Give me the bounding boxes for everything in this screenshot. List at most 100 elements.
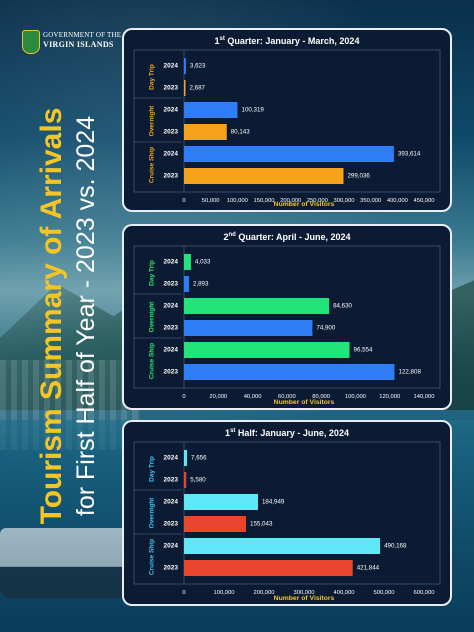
bar <box>184 124 227 140</box>
bar <box>184 342 350 358</box>
year-label: 2024 <box>164 499 179 506</box>
year-label: 2023 <box>164 369 179 376</box>
data-label: 3,623 <box>190 63 206 70</box>
year-label: 2024 <box>164 259 179 266</box>
bar <box>184 254 191 270</box>
plot-frame <box>133 49 441 193</box>
coat-of-arms-icon <box>22 30 40 54</box>
group-label: Overnight <box>149 497 156 529</box>
group-label: Day Trip <box>149 456 156 482</box>
bar <box>184 472 187 488</box>
year-label: 2024 <box>164 543 179 550</box>
bar <box>184 516 247 532</box>
x-tick-label: 300,000 <box>294 590 315 596</box>
x-tick-label: 500,000 <box>374 590 395 596</box>
chart-title: 1st Quarter: January - March, 2024 <box>214 36 360 46</box>
x-axis-label: Number of Visitors <box>274 201 335 208</box>
logo-line1: GOVERNMENT OF THE <box>43 31 122 39</box>
data-label: 2,893 <box>193 281 209 288</box>
x-tick-label: 120,000 <box>379 394 400 400</box>
bar <box>184 494 258 510</box>
x-tick-label: 200,000 <box>280 198 301 204</box>
group-label: Cruise Ship <box>149 539 156 575</box>
x-tick-label: 0 <box>182 198 185 204</box>
plot-frame <box>133 441 441 585</box>
chart-panel-half: 1st Half: January - June, 2024 Day Trip O… <box>122 420 452 606</box>
x-tick-label: 50,000 <box>202 198 220 204</box>
x-tick-label: 600,000 <box>414 590 435 596</box>
x-tick-label: 100,000 <box>227 198 248 204</box>
data-label: 84,630 <box>333 303 352 310</box>
year-label: 2023 <box>164 129 179 136</box>
bar <box>184 450 188 466</box>
x-axis-label: Number of Visitors <box>274 595 335 602</box>
chart-panel-q2: 2nd Quarter: April - June, 2024 Day Trip… <box>122 224 452 410</box>
x-axis-label: Number of Visitors <box>274 399 335 406</box>
x-tick-label: 100,000 <box>214 590 235 596</box>
year-label: 2024 <box>164 347 179 354</box>
government-logo: GOVERNMENT OF THE VIRGIN ISLANDS <box>22 28 122 58</box>
year-label: 2023 <box>164 521 179 528</box>
x-tick-label: 20,000 <box>209 394 227 400</box>
x-tick-label: 100,000 <box>345 394 366 400</box>
chart-half: Day Trip Overnight Cruise Ship 2024 7,656 202… <box>133 441 441 602</box>
bar <box>184 560 353 576</box>
year-label: 2024 <box>164 151 179 158</box>
x-tick-label: 140,000 <box>414 394 435 400</box>
x-tick-label: 0 <box>182 394 185 400</box>
x-tick-label: 400,000 <box>387 198 408 204</box>
year-label: 2023 <box>164 477 179 484</box>
year-label: 2024 <box>164 455 179 462</box>
group-label: Day Trip <box>149 64 156 90</box>
x-tick-label: 250,000 <box>307 198 328 204</box>
group-label: Overnight <box>149 301 156 333</box>
x-tick-label: 200,000 <box>254 590 275 596</box>
bar <box>184 146 394 162</box>
year-label: 2023 <box>164 173 179 180</box>
bar <box>184 538 381 554</box>
x-tick-label: 350,000 <box>360 198 381 204</box>
bar <box>184 102 238 118</box>
data-label: 4,033 <box>195 259 211 266</box>
title-line1: Tourism Summary of Arrivals <box>35 107 68 525</box>
plot-frame <box>133 245 441 389</box>
data-label: 122,808 <box>399 369 422 376</box>
x-tick-label: 450,000 <box>414 198 435 204</box>
chart-q1: Day Trip Overnight Cruise Ship 2024 3,623 202… <box>133 49 441 208</box>
data-label: 5,580 <box>190 477 206 484</box>
group-label: Cruise Ship <box>149 147 156 183</box>
year-label: 2023 <box>164 325 179 332</box>
data-label: 100,319 <box>242 107 265 114</box>
bar <box>184 364 395 380</box>
bar <box>184 168 344 184</box>
x-tick-label: 400,000 <box>334 590 355 596</box>
chart-q2: Day Trip Overnight Cruise Ship 2024 4,033 202… <box>133 245 441 406</box>
year-label: 2024 <box>164 107 179 114</box>
data-label: 184,949 <box>262 499 285 506</box>
year-label: 2024 <box>164 63 179 70</box>
x-tick-label: 300,000 <box>334 198 355 204</box>
year-label: 2023 <box>164 565 179 572</box>
data-label: 80,143 <box>231 129 250 136</box>
title-line2: for First Half of Year - 2023 vs. 2024 <box>72 115 100 517</box>
data-label: 2,687 <box>190 85 206 92</box>
logo-line2: VIRGIN ISLANDS <box>43 40 114 49</box>
chart-title: 2nd Quarter: April - June, 2024 <box>223 232 351 242</box>
bar <box>184 58 186 74</box>
bar <box>184 276 189 292</box>
data-label: 421,844 <box>357 565 380 572</box>
bar <box>184 298 330 314</box>
vertical-title: Tourism Summary of Arrivals for First Ha… <box>34 16 114 616</box>
data-label: 299,036 <box>347 173 370 180</box>
year-label: 2023 <box>164 281 179 288</box>
x-tick-label: 80,000 <box>312 394 330 400</box>
group-label: Cruise Ship <box>149 343 156 379</box>
x-tick-label: 60,000 <box>278 394 296 400</box>
data-label: 490,168 <box>384 543 407 550</box>
x-tick-label: 0 <box>182 590 185 596</box>
x-tick-label: 150,000 <box>254 198 275 204</box>
group-label: Overnight <box>149 105 156 137</box>
data-label: 393,614 <box>398 151 421 158</box>
year-label: 2023 <box>164 85 179 92</box>
chart-title: 1st Half: January - June, 2024 <box>225 428 349 438</box>
